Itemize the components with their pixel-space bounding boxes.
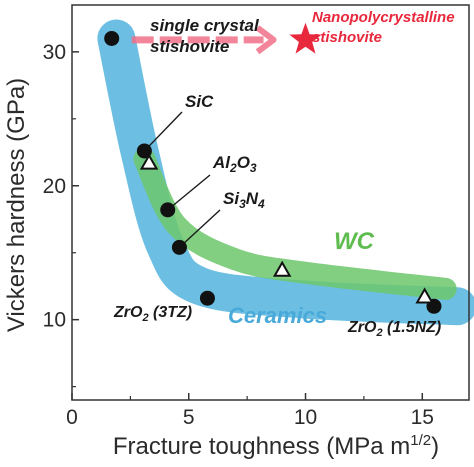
ceramic-point-2: [160, 202, 176, 218]
arrow-layer: [131, 25, 277, 55]
annotation-zro2-3tz: ZrO2 (3TZ): [113, 304, 192, 324]
arrow-head: [255, 25, 277, 55]
nanopolycrystalline-star: [289, 22, 322, 54]
ceramic-point-4: [199, 290, 215, 306]
plot-frame: [71, 4, 470, 401]
annotation-si3n4: Si3N4: [223, 189, 265, 211]
annotation-nanopolycrystalline: Nanopolycrystalline: [312, 9, 455, 26]
ticks-layer: 0 5 10 15 10 20 30: [43, 41, 434, 429]
x-tick-label-10: 10: [294, 406, 317, 429]
annotation-zro2-15nz: ZrO2 (1.5NZ): [347, 319, 441, 339]
bands-layer: [97, 19, 474, 326]
y-axis-title: Vickers hardness (GPa): [3, 78, 30, 332]
band-label-ceramics: Ceramics: [228, 303, 327, 328]
x-tick-label-0: 0: [66, 406, 78, 429]
y-tick-label-30: 30: [43, 41, 66, 64]
leader-line: [167, 174, 211, 211]
leader-line: [178, 209, 221, 248]
ceramic-point-1: [136, 143, 152, 159]
annotation-single-crystal: single crystal: [150, 16, 260, 35]
band-label-wc: WC: [334, 228, 375, 255]
wc-point-1: [272, 260, 292, 277]
annotation-nano-stishovite: stishovite: [312, 29, 382, 46]
leader-line: [143, 111, 183, 152]
wc-point-0: [139, 153, 159, 170]
ceramic-point-3: [171, 239, 187, 255]
plot-frame-layer: [71, 4, 470, 401]
x-tick-label-15: 15: [411, 406, 434, 429]
annotation-al2o3: Al2O3: [212, 153, 257, 175]
annotation-single-crystal-stishovite: stishovite: [150, 37, 229, 56]
annotation-sic: SiC: [185, 92, 214, 111]
ceramic-point-0: [104, 30, 120, 46]
ceramics-band: [97, 19, 474, 326]
x-axis-title: Fracture toughness (MPa m1/2): [113, 432, 439, 460]
x-tick-label-5: 5: [183, 406, 195, 429]
points-layer: [104, 22, 442, 314]
y-tick-label-20: 20: [43, 175, 66, 198]
wc-point-2: [415, 287, 434, 304]
y-tick-label-10: 10: [43, 309, 66, 332]
